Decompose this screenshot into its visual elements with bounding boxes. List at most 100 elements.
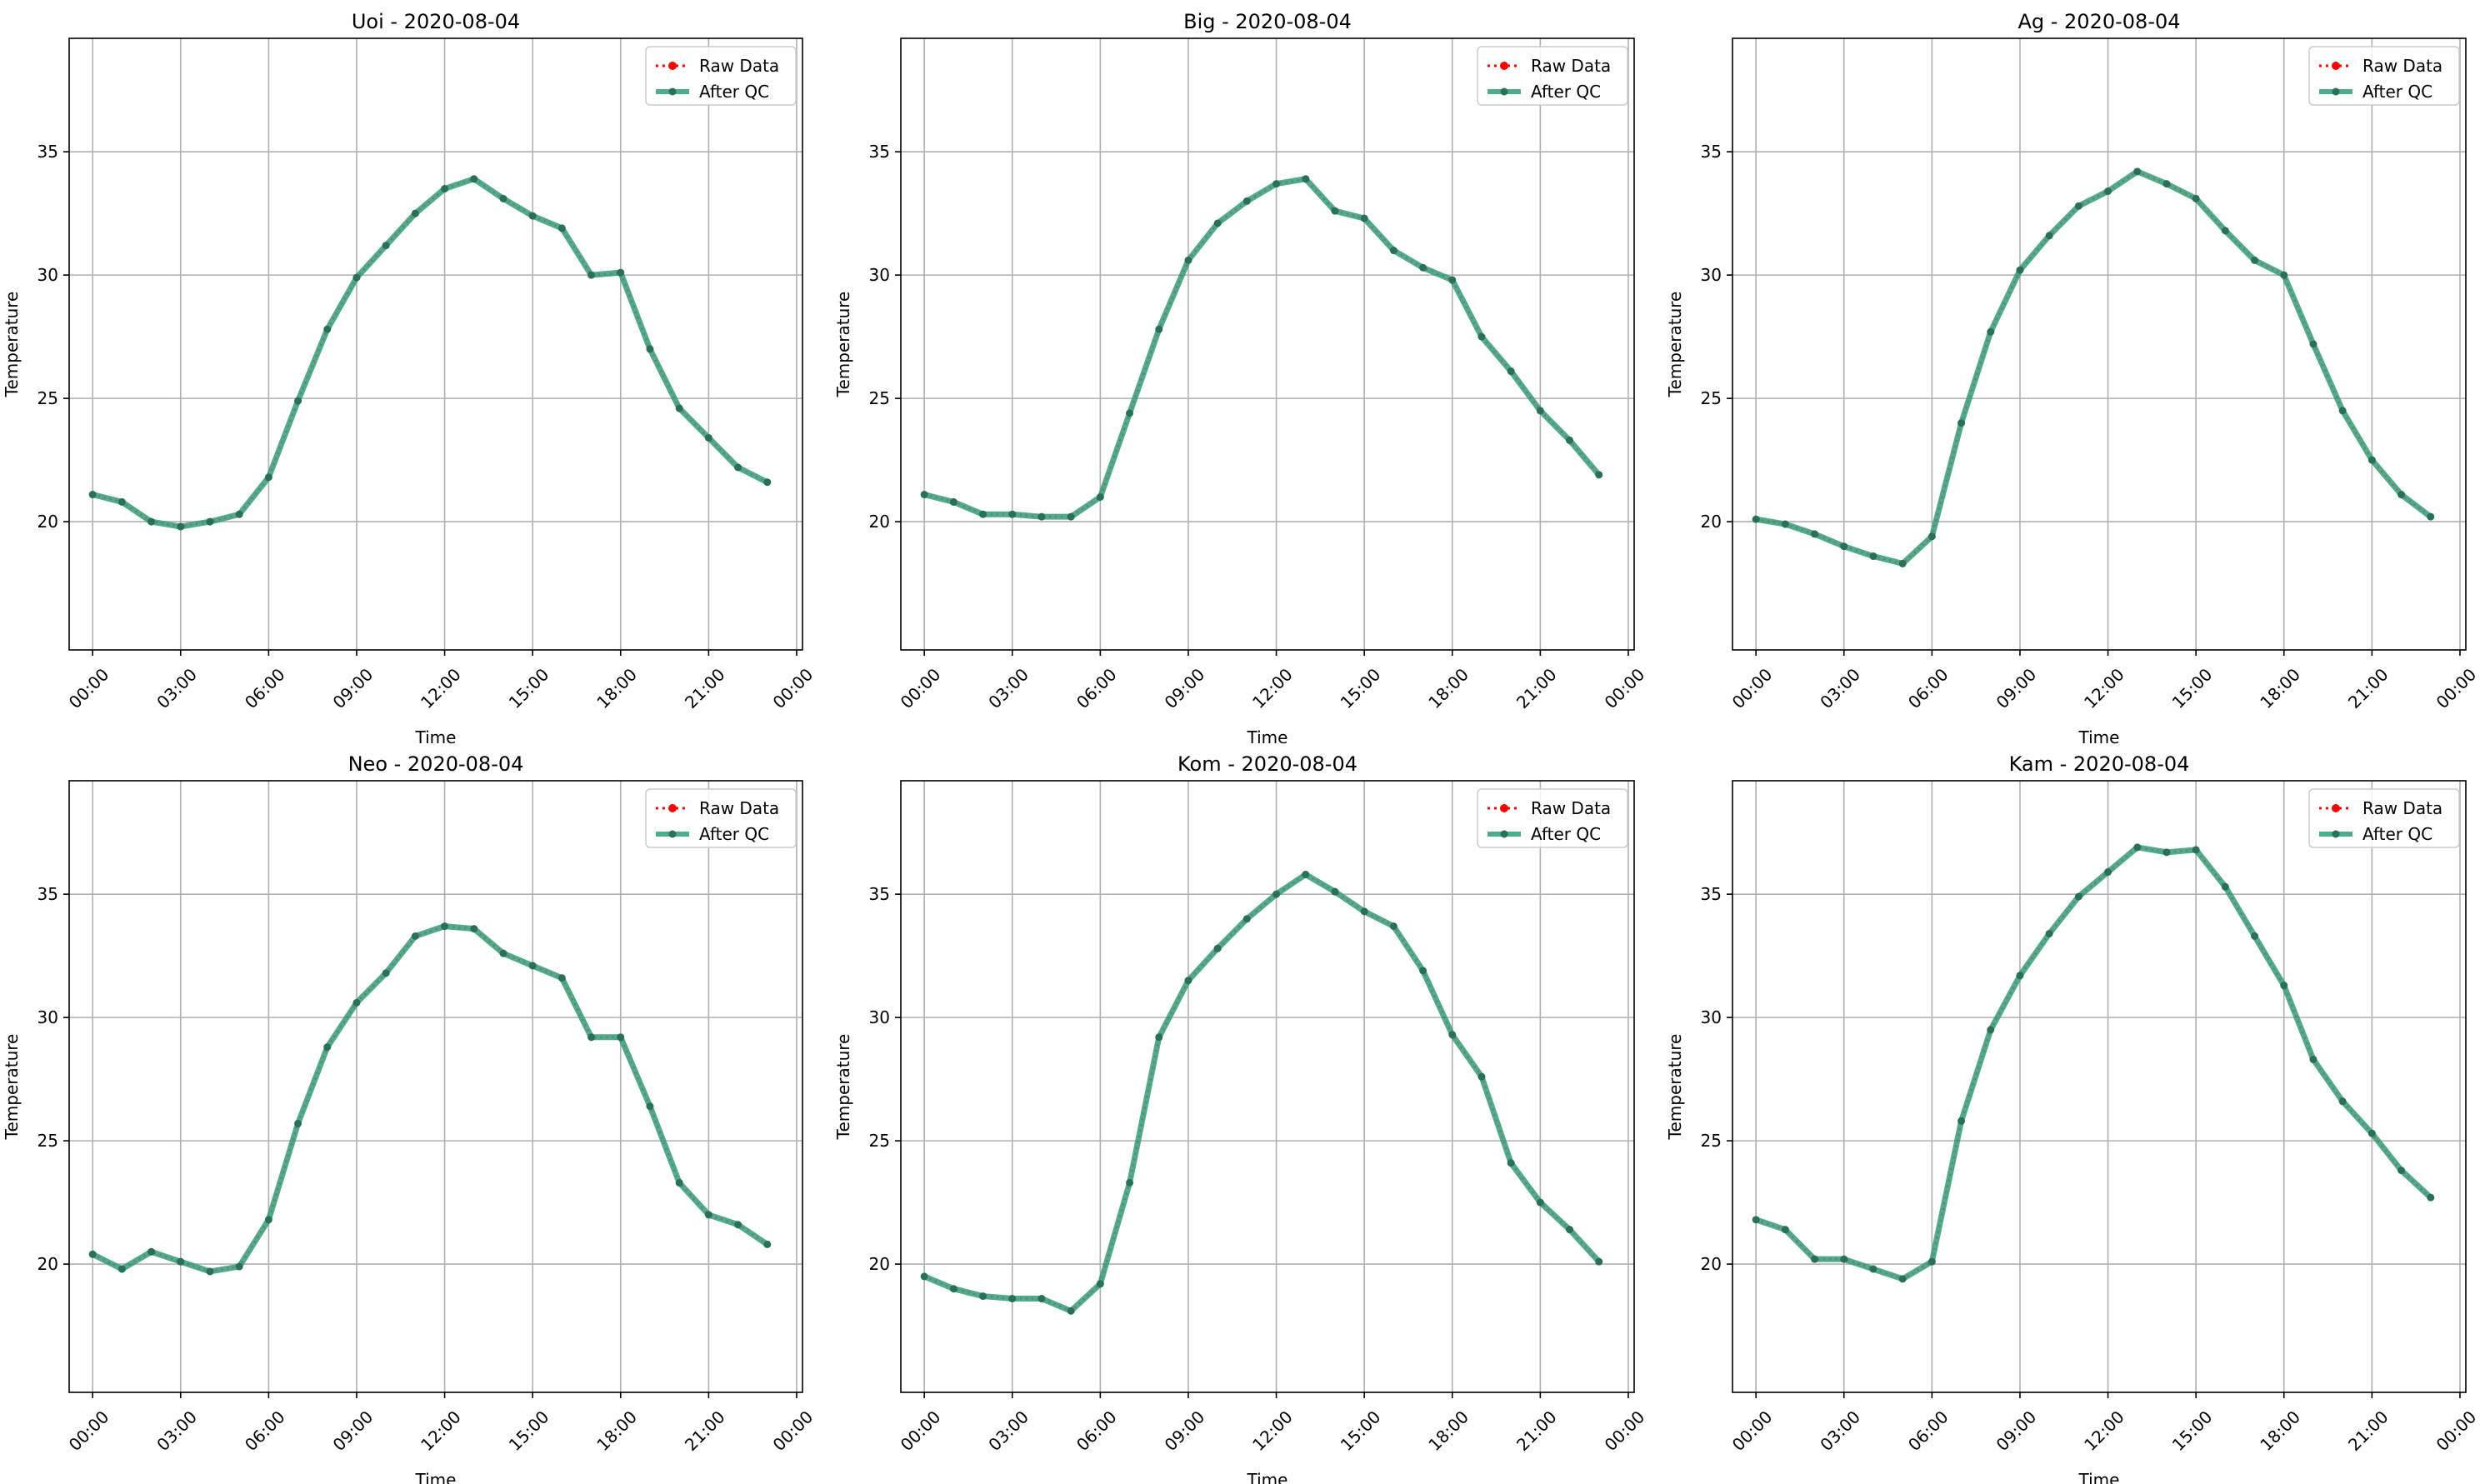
legend-label-raw-data: Raw Data: [2362, 798, 2442, 818]
chart-panel-1: 20 25 30 35 00:00 03:00 06:00 09:00 12:00 15:00 18…: [2, 10, 817, 747]
data-point-after-qc: [2104, 868, 2112, 877]
axes-frame: [900, 780, 1635, 1393]
data-point-after-qc: [1302, 175, 1310, 183]
y-axis-label: Temperature: [1665, 292, 1685, 398]
data-point-after-qc: [734, 463, 742, 472]
x-tick-label: 15:00: [505, 664, 553, 712]
x-tick-label: 15:00: [505, 1407, 553, 1455]
data-point-after-qc: [1067, 1307, 1075, 1315]
data-point-after-qc: [1184, 977, 1192, 985]
data-point-after-qc: [88, 491, 97, 499]
data-point-after-qc: [148, 1247, 156, 1256]
data-point-after-qc: [1928, 1257, 1936, 1266]
legend-label-after-qc: After QC: [699, 824, 769, 844]
data-point-after-qc: [441, 922, 449, 931]
data-point-after-qc: [1008, 510, 1017, 518]
data-point-after-qc: [588, 271, 596, 279]
data-point-after-qc: [1419, 967, 1428, 975]
legend-marker-raw-data: [2332, 62, 2340, 70]
x-tick-label: 09:00: [1161, 664, 1209, 712]
data-point-after-qc: [352, 273, 361, 282]
legend-marker-after-qc: [2332, 87, 2340, 96]
data-point-after-qc: [1389, 922, 1398, 931]
data-point-after-qc: [675, 404, 683, 412]
legend-label-raw-data: Raw Data: [2362, 56, 2442, 76]
legend-marker-after-qc: [668, 830, 677, 838]
data-point-after-qc: [2338, 1097, 2347, 1106]
x-tick-label: 00:00: [769, 664, 818, 712]
legend-marker-after-qc: [1500, 87, 1508, 96]
data-point-after-qc: [675, 1178, 683, 1187]
series-line-after-qc: [91, 923, 769, 1275]
data-point-after-qc: [382, 242, 390, 250]
x-tick-label: 00:00: [2432, 664, 2481, 712]
y-tick-label: 20: [38, 512, 58, 532]
x-tick-label: 18:00: [2256, 664, 2304, 712]
data-point-after-qc: [1987, 1026, 1995, 1034]
data-point-after-qc: [588, 1033, 596, 1042]
data-point-after-qc: [1448, 1031, 1457, 1039]
data-point-after-qc: [617, 1033, 625, 1042]
data-point-after-qc: [646, 345, 654, 353]
series-line-after-qc: [1755, 168, 2432, 567]
data-point-after-qc: [2221, 227, 2229, 235]
x-tick-label: 00:00: [65, 1407, 113, 1455]
x-tick-label: 00:00: [2432, 1407, 2481, 1455]
y-tick-label: 30: [38, 1007, 58, 1027]
data-point-after-qc: [470, 925, 478, 933]
x-axis-label: Time: [2078, 1470, 2120, 1484]
y-axis-label: Temperature: [833, 1034, 853, 1141]
x-tick-label: 00:00: [897, 664, 945, 712]
x-tick-label: 03:00: [984, 1407, 1032, 1455]
data-point-after-qc: [2368, 1129, 2376, 1137]
data-point-after-qc: [2016, 972, 2024, 980]
data-point-after-qc: [2074, 892, 2082, 901]
data-point-after-qc: [294, 397, 302, 405]
data-point-after-qc: [1096, 493, 1104, 501]
y-tick-label: 20: [869, 512, 890, 532]
axes-frame: [68, 780, 803, 1393]
data-point-after-qc: [1126, 409, 1134, 417]
data-point-after-qc: [1478, 1072, 1486, 1081]
x-axis-label: Time: [1247, 727, 1288, 747]
x-tick-label: 12:00: [2080, 664, 2128, 712]
data-point-after-qc: [558, 974, 566, 982]
data-point-after-qc: [1302, 870, 1310, 878]
legend-label-after-qc: After QC: [699, 82, 769, 102]
data-point-after-qc: [1331, 887, 1339, 896]
data-point-after-qc: [2074, 202, 2082, 210]
data-point-after-qc: [1536, 1198, 1544, 1207]
x-tick-label: 06:00: [241, 1407, 289, 1455]
y-tick-label: 20: [1701, 1254, 1722, 1274]
data-point-after-qc: [2192, 194, 2200, 202]
data-point-after-qc: [1987, 327, 1995, 336]
chart-panel-4: 20 25 30 35 00:00 03:00 06:00 09:00 12:00 15:00 18…: [2, 752, 817, 1484]
data-point-after-qc: [704, 1211, 712, 1219]
legend-marker-raw-data: [2332, 804, 2340, 812]
series-line-raw-data: [92, 177, 768, 528]
data-point-after-qc: [1213, 219, 1222, 227]
axes-frame: [1732, 37, 2467, 651]
x-tick-label: 21:00: [1512, 1407, 1561, 1455]
y-tick-label: 35: [869, 884, 890, 904]
data-point-after-qc: [1811, 1255, 1819, 1263]
data-point-after-qc: [1898, 559, 1907, 567]
x-tick-label: 15:00: [2168, 1407, 2217, 1455]
data-point-after-qc: [2133, 843, 2142, 852]
x-tick-label: 12:00: [1248, 1407, 1297, 1455]
data-point-after-qc: [2309, 1055, 2318, 1063]
x-tick-label: 06:00: [1072, 664, 1121, 712]
data-point-after-qc: [1242, 915, 1251, 923]
data-point-after-qc: [1038, 1295, 1046, 1303]
data-point-after-qc: [1213, 944, 1222, 952]
data-point-after-qc: [1958, 419, 1966, 427]
x-tick-label: 09:00: [329, 664, 378, 712]
data-point-after-qc: [1242, 197, 1251, 205]
y-tick-label: 30: [1701, 265, 1722, 285]
x-tick-label: 00:00: [1728, 1407, 1777, 1455]
chart-title: Neo - 2020-08-04: [348, 752, 524, 776]
chart-panel-3: 20 25 30 35 00:00 03:00 06:00 09:00 12:00 15:00 18…: [1665, 10, 2480, 747]
series-line-raw-data: [92, 925, 768, 1273]
legend-label-raw-data: Raw Data: [1531, 798, 1611, 818]
data-point-after-qc: [1595, 1257, 1603, 1266]
